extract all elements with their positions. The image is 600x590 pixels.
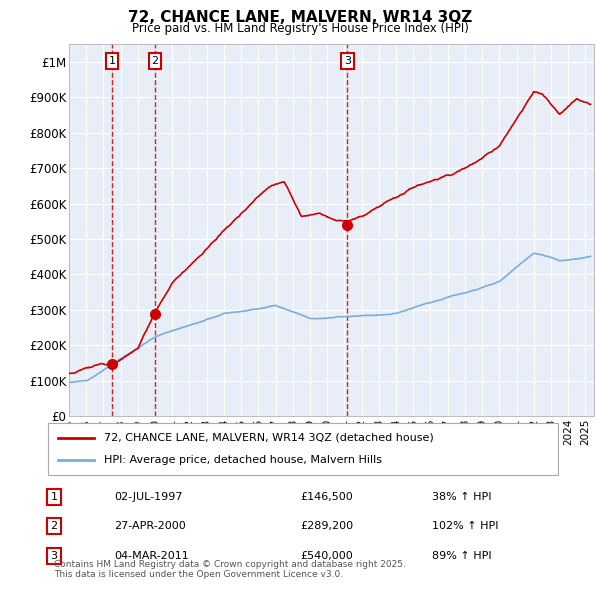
Text: Contains HM Land Registry data © Crown copyright and database right 2025.
This d: Contains HM Land Registry data © Crown c…	[54, 560, 406, 579]
Text: 3: 3	[344, 56, 351, 66]
Text: 04-MAR-2011: 04-MAR-2011	[114, 551, 189, 560]
Text: 72, CHANCE LANE, MALVERN, WR14 3QZ: 72, CHANCE LANE, MALVERN, WR14 3QZ	[128, 10, 472, 25]
Text: 2: 2	[152, 56, 158, 66]
Text: 89% ↑ HPI: 89% ↑ HPI	[432, 551, 491, 560]
Text: £146,500: £146,500	[300, 492, 353, 502]
Text: 102% ↑ HPI: 102% ↑ HPI	[432, 522, 499, 531]
Text: 72, CHANCE LANE, MALVERN, WR14 3QZ (detached house): 72, CHANCE LANE, MALVERN, WR14 3QZ (deta…	[104, 432, 434, 442]
Text: 27-APR-2000: 27-APR-2000	[114, 522, 186, 531]
Text: 2: 2	[50, 522, 58, 531]
Text: £289,200: £289,200	[300, 522, 353, 531]
Text: HPI: Average price, detached house, Malvern Hills: HPI: Average price, detached house, Malv…	[104, 455, 382, 466]
FancyBboxPatch shape	[48, 423, 558, 475]
Text: 3: 3	[50, 551, 58, 560]
Text: 1: 1	[109, 56, 116, 66]
Text: 1: 1	[50, 492, 58, 502]
Text: Price paid vs. HM Land Registry's House Price Index (HPI): Price paid vs. HM Land Registry's House …	[131, 22, 469, 35]
Text: 02-JUL-1997: 02-JUL-1997	[114, 492, 182, 502]
Text: 38% ↑ HPI: 38% ↑ HPI	[432, 492, 491, 502]
Text: £540,000: £540,000	[300, 551, 353, 560]
